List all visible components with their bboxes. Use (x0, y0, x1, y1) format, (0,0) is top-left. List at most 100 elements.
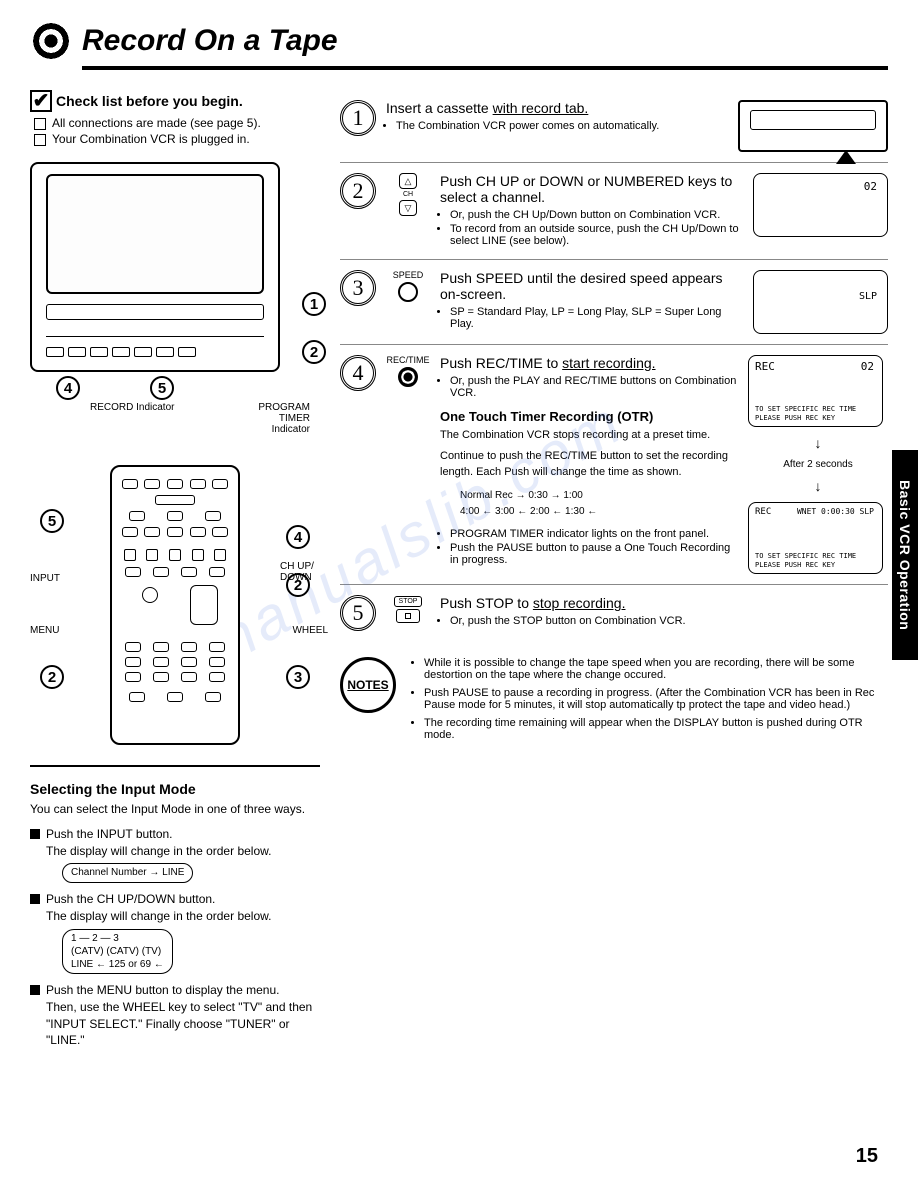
display-screen: 02 (753, 173, 888, 237)
left-column: ✔ Check list before you begin. All conne… (30, 90, 320, 1057)
step5-title-a: Push STOP to (440, 595, 533, 611)
tv-labels-row: RECORD Indicator PROGRAM TIMER Indicator (30, 402, 320, 435)
rectime-button-icon: REC/TIME (386, 355, 430, 574)
step4-bullet-3: Push the PAUSE button to pause a One Tou… (450, 542, 738, 566)
flow-row-1: Normal Rec → 0:30 → 1:00 (460, 488, 738, 504)
opt2-flow-r2: (CATV) (CATV) (TV) (71, 945, 164, 958)
divider (30, 765, 320, 767)
timer-indicator-label: PROGRAM TIMER Indicator (240, 402, 310, 435)
step-1: 1 Insert a cassette with record tab. The… (340, 90, 888, 163)
opt2-flow: 1 — 2 — 3 (CATV) (CATV) (TV) LINE ← 125 … (62, 929, 173, 974)
callout-4: 4 (56, 376, 80, 400)
side-tab: Basic VCR Operation (892, 450, 918, 660)
time-flow-diagram: Normal Rec → 0:30 → 1:00 4:00 ← 3:00 ← 2… (460, 488, 738, 520)
checkbox-icon (34, 118, 46, 130)
flow-row-2: 4:00 ← 3:00 ← 2:00 ← 1:30 ← (460, 504, 738, 520)
checkmark-icon: ✔ (30, 90, 52, 112)
step-2: 2 △ CH ▽ Push CH UP or DOWN or NUMBERED … (340, 163, 888, 260)
disp1-ch: 02 (861, 360, 874, 373)
callout-4: 4 (286, 525, 310, 549)
wheel-label: WHEEL (292, 625, 328, 636)
display-value: SLP (859, 291, 877, 302)
disp1-msg: TO SET SPECIFIC REC TIME PLEASE PUSH REC… (755, 405, 876, 422)
chupdown-label: CH UP/ DOWN (280, 561, 328, 583)
step4-title-a: Push REC/TIME to (440, 355, 562, 371)
step1-bullet: The Combination VCR power comes on autom… (396, 120, 728, 132)
input-mode-heading: Selecting the Input Mode (30, 781, 320, 797)
speed-button-icon: SPEED (386, 270, 430, 334)
page-number: 15 (856, 1145, 878, 1168)
step1-title-a: Insert a cassette (386, 100, 493, 116)
opt1-line1: Push the INPUT button. (46, 826, 271, 843)
step-number-icon: 3 (340, 270, 376, 306)
step2-bullet-2: To record from an outside source, push t… (450, 223, 743, 247)
step-4: 4 REC/TIME Push REC/TIME to start record… (340, 345, 888, 585)
arrow-up-icon (836, 150, 856, 164)
square-bullet-icon (30, 985, 40, 995)
tv-diagram (30, 162, 280, 372)
opt2-flow-r1: 1 — 2 — 3 (71, 932, 164, 945)
callout-3: 3 (286, 665, 310, 689)
checkbox-icon (34, 134, 46, 146)
opt3-line2: Then, use the WHEEL key to select "TV" a… (46, 999, 320, 1049)
step4-bullet-2: PROGRAM TIMER indicator lights on the fr… (450, 528, 738, 540)
note-3: The recording time remaining will appear… (424, 717, 888, 741)
stop-label: STOP (394, 596, 423, 607)
tv-slot (46, 304, 264, 320)
callout-5: 5 (150, 376, 174, 400)
step1-title: Insert a cassette with record tab. (386, 100, 728, 116)
step-number-icon: 2 (340, 173, 376, 209)
checklist-item: All connections are made (see page 5). (34, 116, 320, 130)
rectime-label: REC/TIME (386, 355, 430, 365)
step2-bullet-1: Or, push the CH Up/Down button on Combin… (450, 209, 743, 221)
opt1-line2: The display will change in the order bel… (46, 843, 271, 860)
opt2-flow-r3: LINE ← 125 or 69 ← (71, 958, 164, 971)
tv-screen (46, 174, 264, 294)
input-option-3: Push the MENU button to display the menu… (30, 982, 320, 1049)
remote-diagram (110, 465, 240, 745)
notes-section: NOTES While it is possible to change the… (340, 657, 888, 747)
header-rule (82, 66, 888, 70)
checklist-heading-text: Check list before you begin. (56, 93, 243, 109)
display-value: 02 (864, 180, 877, 193)
after-label: After 2 seconds (748, 459, 888, 470)
checklist-heading: ✔ Check list before you begin. (30, 90, 320, 112)
tv-controls (46, 336, 264, 362)
step4-title: Push REC/TIME to start recording. (440, 355, 738, 371)
opt3-line1: Push the MENU button to display the menu… (46, 982, 320, 999)
step5-title: Push STOP to stop recording. (440, 595, 888, 611)
right-column: 1 Insert a cassette with record tab. The… (340, 90, 888, 1057)
display-screen-2: REC WNET 0:00:30 SLP TO SET SPECIFIC REC… (748, 502, 883, 574)
notes-badge-icon: NOTES (340, 657, 396, 713)
opt2-line1: Push the CH UP/DOWN button. (46, 891, 271, 908)
record-indicator-label: RECORD Indicator (90, 402, 174, 435)
step3-title: Push SPEED until the desired speed appea… (440, 270, 743, 302)
cassette-diagram (738, 100, 888, 152)
step5-title-b: stop recording. (533, 595, 626, 611)
step1-title-b: with record tab. (493, 100, 589, 116)
stop-button-icon: STOP (386, 595, 430, 631)
otr-text-2: Continue to push the REC/TIME button to … (440, 449, 738, 480)
input-option-1: Push the INPUT button. The display will … (30, 826, 320, 884)
menu-label: MENU (30, 625, 59, 636)
step4-bullet-1: Or, push the PLAY and REC/TIME buttons o… (450, 375, 738, 399)
step5-bullet: Or, push the STOP button on Combination … (450, 615, 888, 627)
page-title: Record On a Tape (82, 24, 338, 58)
note-2: Push PAUSE to pause a recording in progr… (424, 687, 888, 711)
checklist-text: Your Combination VCR is plugged in. (52, 132, 250, 146)
step-5: 5 STOP Push STOP to stop recording. Or, … (340, 585, 888, 641)
step-number-icon: 5 (340, 595, 376, 631)
step2-title: Push CH UP or DOWN or NUMBERED keys to s… (440, 173, 743, 205)
speed-label: SPEED (386, 270, 430, 280)
callout-1: 1 (302, 292, 326, 316)
step4-displays: REC 02 TO SET SPECIFIC REC TIME PLEASE P… (748, 355, 888, 574)
page-header: Record On a Tape (30, 20, 888, 62)
square-bullet-icon (30, 829, 40, 839)
callout-5: 5 (40, 509, 64, 533)
ch-buttons-icon: △ CH ▽ (386, 173, 430, 249)
callout-2: 2 (302, 340, 326, 364)
step-number-icon: 1 (340, 100, 376, 136)
display-screen-1: REC 02 TO SET SPECIFIC REC TIME PLEASE P… (748, 355, 883, 427)
disp2-rec: REC (755, 507, 771, 517)
checklist-text: All connections are made (see page 5). (52, 116, 261, 130)
